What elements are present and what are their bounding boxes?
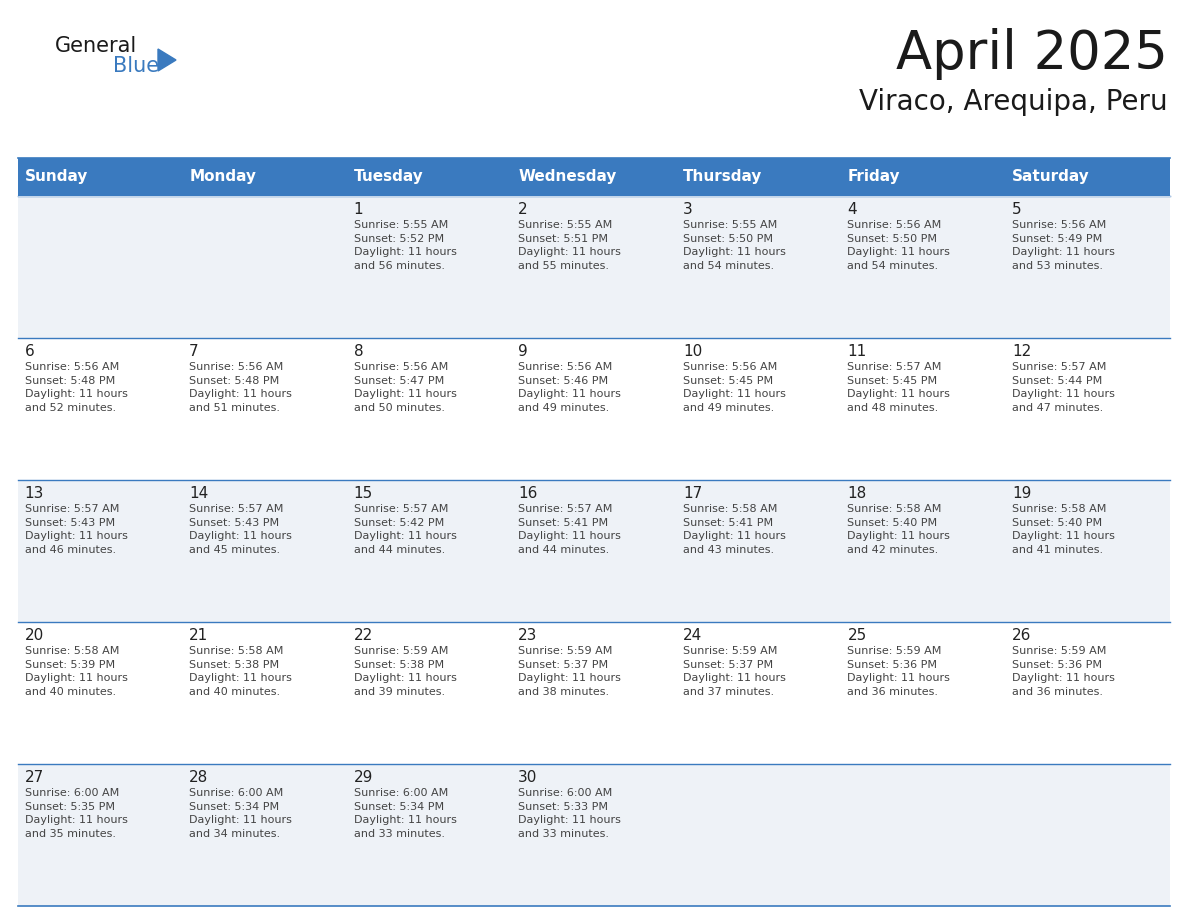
- Text: Sunrise: 5:59 AM
Sunset: 5:36 PM
Daylight: 11 hours
and 36 minutes.: Sunrise: 5:59 AM Sunset: 5:36 PM Dayligh…: [1012, 646, 1114, 697]
- Text: 21: 21: [189, 628, 208, 643]
- Text: Sunrise: 5:57 AM
Sunset: 5:42 PM
Daylight: 11 hours
and 44 minutes.: Sunrise: 5:57 AM Sunset: 5:42 PM Dayligh…: [354, 504, 456, 554]
- Text: 5: 5: [1012, 202, 1022, 217]
- Text: Sunrise: 5:56 AM
Sunset: 5:47 PM
Daylight: 11 hours
and 50 minutes.: Sunrise: 5:56 AM Sunset: 5:47 PM Dayligh…: [354, 362, 456, 413]
- Text: Sunrise: 5:56 AM
Sunset: 5:46 PM
Daylight: 11 hours
and 49 minutes.: Sunrise: 5:56 AM Sunset: 5:46 PM Dayligh…: [518, 362, 621, 413]
- Text: Sunrise: 6:00 AM
Sunset: 5:34 PM
Daylight: 11 hours
and 34 minutes.: Sunrise: 6:00 AM Sunset: 5:34 PM Dayligh…: [189, 788, 292, 839]
- Text: Wednesday: Wednesday: [518, 170, 617, 185]
- Text: Sunrise: 5:57 AM
Sunset: 5:45 PM
Daylight: 11 hours
and 48 minutes.: Sunrise: 5:57 AM Sunset: 5:45 PM Dayligh…: [847, 362, 950, 413]
- Text: 11: 11: [847, 344, 867, 359]
- Text: Sunday: Sunday: [25, 170, 88, 185]
- Text: April 2025: April 2025: [896, 28, 1168, 80]
- Text: Blue: Blue: [113, 56, 159, 76]
- Text: 30: 30: [518, 770, 538, 785]
- Text: Sunrise: 5:56 AM
Sunset: 5:49 PM
Daylight: 11 hours
and 53 minutes.: Sunrise: 5:56 AM Sunset: 5:49 PM Dayligh…: [1012, 220, 1114, 271]
- Text: 6: 6: [25, 344, 34, 359]
- Text: 28: 28: [189, 770, 208, 785]
- Text: 26: 26: [1012, 628, 1031, 643]
- Text: 14: 14: [189, 486, 208, 501]
- Text: Sunrise: 5:55 AM
Sunset: 5:52 PM
Daylight: 11 hours
and 56 minutes.: Sunrise: 5:55 AM Sunset: 5:52 PM Dayligh…: [354, 220, 456, 271]
- Text: Sunrise: 5:58 AM
Sunset: 5:40 PM
Daylight: 11 hours
and 42 minutes.: Sunrise: 5:58 AM Sunset: 5:40 PM Dayligh…: [847, 504, 950, 554]
- Text: Sunrise: 5:59 AM
Sunset: 5:38 PM
Daylight: 11 hours
and 39 minutes.: Sunrise: 5:59 AM Sunset: 5:38 PM Dayligh…: [354, 646, 456, 697]
- Text: Sunrise: 5:55 AM
Sunset: 5:50 PM
Daylight: 11 hours
and 54 minutes.: Sunrise: 5:55 AM Sunset: 5:50 PM Dayligh…: [683, 220, 785, 271]
- Text: Sunrise: 5:58 AM
Sunset: 5:38 PM
Daylight: 11 hours
and 40 minutes.: Sunrise: 5:58 AM Sunset: 5:38 PM Dayligh…: [189, 646, 292, 697]
- Text: Sunrise: 5:58 AM
Sunset: 5:39 PM
Daylight: 11 hours
and 40 minutes.: Sunrise: 5:58 AM Sunset: 5:39 PM Dayligh…: [25, 646, 127, 697]
- Text: 17: 17: [683, 486, 702, 501]
- Text: Saturday: Saturday: [1012, 170, 1089, 185]
- Text: 1: 1: [354, 202, 364, 217]
- Text: 24: 24: [683, 628, 702, 643]
- Text: General: General: [55, 36, 138, 56]
- Text: Sunrise: 5:59 AM
Sunset: 5:36 PM
Daylight: 11 hours
and 36 minutes.: Sunrise: 5:59 AM Sunset: 5:36 PM Dayligh…: [847, 646, 950, 697]
- Text: Sunrise: 5:59 AM
Sunset: 5:37 PM
Daylight: 11 hours
and 38 minutes.: Sunrise: 5:59 AM Sunset: 5:37 PM Dayligh…: [518, 646, 621, 697]
- Text: 18: 18: [847, 486, 867, 501]
- Bar: [18, 622, 1170, 764]
- Text: 8: 8: [354, 344, 364, 359]
- Text: Monday: Monday: [189, 170, 257, 185]
- Text: Sunrise: 5:56 AM
Sunset: 5:45 PM
Daylight: 11 hours
and 49 minutes.: Sunrise: 5:56 AM Sunset: 5:45 PM Dayligh…: [683, 362, 785, 413]
- Text: 3: 3: [683, 202, 693, 217]
- Text: Sunrise: 5:56 AM
Sunset: 5:50 PM
Daylight: 11 hours
and 54 minutes.: Sunrise: 5:56 AM Sunset: 5:50 PM Dayligh…: [847, 220, 950, 271]
- Text: 2: 2: [518, 202, 527, 217]
- Text: Sunrise: 5:57 AM
Sunset: 5:44 PM
Daylight: 11 hours
and 47 minutes.: Sunrise: 5:57 AM Sunset: 5:44 PM Dayligh…: [1012, 362, 1114, 413]
- Text: Sunrise: 5:55 AM
Sunset: 5:51 PM
Daylight: 11 hours
and 55 minutes.: Sunrise: 5:55 AM Sunset: 5:51 PM Dayligh…: [518, 220, 621, 271]
- Text: 10: 10: [683, 344, 702, 359]
- Text: Friday: Friday: [847, 170, 901, 185]
- Text: Viraco, Arequipa, Peru: Viraco, Arequipa, Peru: [859, 88, 1168, 116]
- Text: Sunrise: 5:57 AM
Sunset: 5:41 PM
Daylight: 11 hours
and 44 minutes.: Sunrise: 5:57 AM Sunset: 5:41 PM Dayligh…: [518, 504, 621, 554]
- Text: 27: 27: [25, 770, 44, 785]
- Text: 12: 12: [1012, 344, 1031, 359]
- Text: 13: 13: [25, 486, 44, 501]
- Bar: [18, 480, 1170, 622]
- Bar: [18, 196, 1170, 338]
- Polygon shape: [158, 49, 176, 71]
- Bar: [18, 764, 1170, 906]
- Bar: [18, 158, 1170, 196]
- Text: Sunrise: 5:58 AM
Sunset: 5:41 PM
Daylight: 11 hours
and 43 minutes.: Sunrise: 5:58 AM Sunset: 5:41 PM Dayligh…: [683, 504, 785, 554]
- Text: Sunrise: 5:56 AM
Sunset: 5:48 PM
Daylight: 11 hours
and 52 minutes.: Sunrise: 5:56 AM Sunset: 5:48 PM Dayligh…: [25, 362, 127, 413]
- Text: 4: 4: [847, 202, 857, 217]
- Text: Sunrise: 6:00 AM
Sunset: 5:34 PM
Daylight: 11 hours
and 33 minutes.: Sunrise: 6:00 AM Sunset: 5:34 PM Dayligh…: [354, 788, 456, 839]
- Text: Sunrise: 5:58 AM
Sunset: 5:40 PM
Daylight: 11 hours
and 41 minutes.: Sunrise: 5:58 AM Sunset: 5:40 PM Dayligh…: [1012, 504, 1114, 554]
- Text: Sunrise: 6:00 AM
Sunset: 5:35 PM
Daylight: 11 hours
and 35 minutes.: Sunrise: 6:00 AM Sunset: 5:35 PM Dayligh…: [25, 788, 127, 839]
- Text: Sunrise: 6:00 AM
Sunset: 5:33 PM
Daylight: 11 hours
and 33 minutes.: Sunrise: 6:00 AM Sunset: 5:33 PM Dayligh…: [518, 788, 621, 839]
- Text: 15: 15: [354, 486, 373, 501]
- Text: 23: 23: [518, 628, 538, 643]
- Text: 16: 16: [518, 486, 538, 501]
- Text: 9: 9: [518, 344, 527, 359]
- Text: 29: 29: [354, 770, 373, 785]
- Text: 20: 20: [25, 628, 44, 643]
- Text: 25: 25: [847, 628, 867, 643]
- Text: 19: 19: [1012, 486, 1031, 501]
- Text: 7: 7: [189, 344, 198, 359]
- Text: 22: 22: [354, 628, 373, 643]
- Text: Thursday: Thursday: [683, 170, 763, 185]
- Text: Tuesday: Tuesday: [354, 170, 423, 185]
- Text: Sunrise: 5:59 AM
Sunset: 5:37 PM
Daylight: 11 hours
and 37 minutes.: Sunrise: 5:59 AM Sunset: 5:37 PM Dayligh…: [683, 646, 785, 697]
- Text: Sunrise: 5:57 AM
Sunset: 5:43 PM
Daylight: 11 hours
and 46 minutes.: Sunrise: 5:57 AM Sunset: 5:43 PM Dayligh…: [25, 504, 127, 554]
- Text: Sunrise: 5:56 AM
Sunset: 5:48 PM
Daylight: 11 hours
and 51 minutes.: Sunrise: 5:56 AM Sunset: 5:48 PM Dayligh…: [189, 362, 292, 413]
- Text: Sunrise: 5:57 AM
Sunset: 5:43 PM
Daylight: 11 hours
and 45 minutes.: Sunrise: 5:57 AM Sunset: 5:43 PM Dayligh…: [189, 504, 292, 554]
- Bar: [18, 338, 1170, 480]
